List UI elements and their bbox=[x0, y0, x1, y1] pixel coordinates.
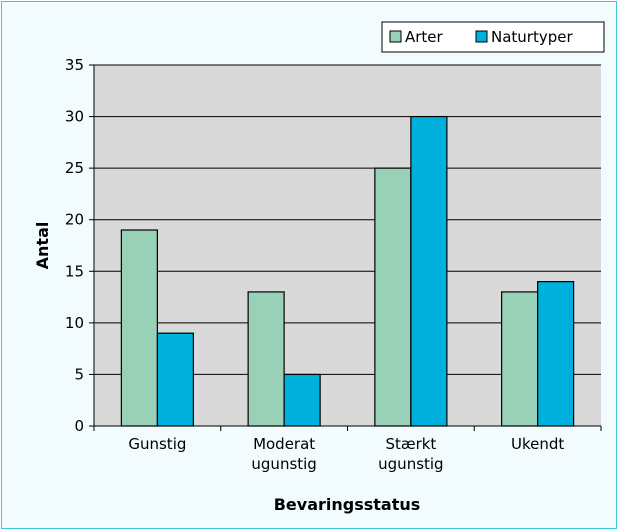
x-tick-label: ugunstig bbox=[251, 455, 316, 473]
y-tick-label: 35 bbox=[65, 56, 84, 74]
legend-swatch-arter bbox=[389, 30, 402, 43]
x-tick-labels: Gunstig Moderat ugunstig Stærkt ugunstig Uken… bbox=[128, 435, 564, 473]
legend: Arter Naturtyper bbox=[381, 21, 605, 53]
bar-arter-2 bbox=[374, 167, 412, 427]
y-tick-label: 30 bbox=[65, 108, 84, 126]
x-axis-title: Bevaringsstatus bbox=[274, 495, 421, 514]
y-axis-title: Antal bbox=[33, 222, 52, 270]
y-tick-label: 25 bbox=[65, 159, 84, 177]
x-tick-label: Ukendt bbox=[511, 435, 564, 453]
bar-naturtyper-0 bbox=[156, 332, 194, 427]
y-tick-label: 0 bbox=[74, 417, 84, 435]
y-tick-label: 15 bbox=[65, 262, 84, 280]
bar-arter-3 bbox=[501, 291, 539, 427]
legend-label-naturtyper: Naturtyper bbox=[491, 28, 573, 46]
legend-swatch-naturtyper bbox=[475, 30, 488, 43]
x-tick-label: Moderat bbox=[253, 435, 315, 453]
x-tick-label: ugunstig bbox=[378, 455, 443, 473]
axes bbox=[89, 64, 602, 431]
bar-naturtyper-2 bbox=[410, 115, 448, 427]
bar-arter-0 bbox=[120, 229, 158, 427]
x-tick-label: Gunstig bbox=[128, 435, 186, 453]
x-tick-label: Stærkt bbox=[385, 435, 436, 453]
legend-box bbox=[381, 21, 605, 53]
legend-label-arter: Arter bbox=[405, 28, 444, 46]
y-tick-label: 10 bbox=[65, 314, 84, 332]
y-tick-label: 20 bbox=[65, 211, 84, 229]
bar-naturtyper-1 bbox=[283, 373, 321, 427]
y-tick-label: 5 bbox=[74, 365, 84, 383]
bar-arter-1 bbox=[247, 291, 285, 427]
gridlines bbox=[94, 64, 601, 375]
y-tick-labels: 0 5 10 15 20 25 30 35 bbox=[65, 56, 84, 435]
bar-naturtyper-3 bbox=[537, 281, 575, 427]
